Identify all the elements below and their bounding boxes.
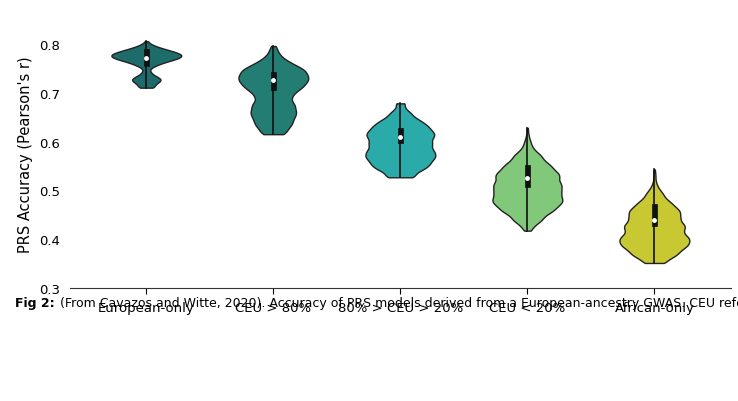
Bar [271, 73, 275, 91]
Text: (From Cavazos and Witte, 2020). Accuracy of PRS models derived from a European-a: (From Cavazos and Witte, 2020). Accuracy… [56, 297, 738, 310]
Bar [398, 128, 403, 144]
Bar [525, 166, 530, 187]
Y-axis label: PRS Accuracy (Pearson's r): PRS Accuracy (Pearson's r) [18, 56, 33, 253]
Text: Fig 2:: Fig 2: [15, 297, 55, 310]
Bar [652, 205, 657, 226]
Bar [144, 51, 148, 67]
